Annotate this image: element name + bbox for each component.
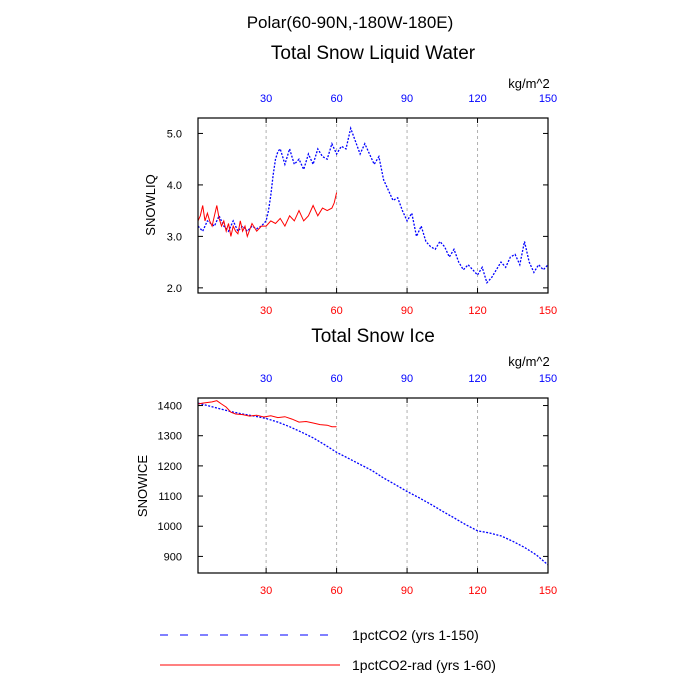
snowice-axes: 30 30 60 60 90 90 120 120 150 150 900 1000 1100 1200 1…: [158, 373, 558, 597]
legend: 1pctCO2 (yrs 1-150) 1pctCO2-rad (yrs 1-6…: [160, 627, 496, 673]
snowice-xtick-label-bottom: 150: [539, 585, 557, 597]
figure-suptitle: Polar(60-90N,-180W-180E): [247, 13, 454, 32]
snowice-ytick-label: 1100: [158, 491, 182, 503]
snowice-series: [197, 400, 549, 566]
legend-label-1pctco2-rad: 1pctCO2-rad (yrs 1-60): [352, 657, 496, 673]
snowice-plot-frame: [197, 397, 549, 574]
snowice-xtick-label-bottom: 60: [330, 585, 342, 597]
snowliq-units: kg/m^2: [508, 76, 550, 91]
snowice-series-1pctco2-rad: [197, 400, 337, 428]
snowliq-xtick-label-bottom: 150: [539, 305, 557, 317]
snowice-units: kg/m^2: [508, 354, 550, 369]
snowliq-ytick-label: 4.0: [167, 180, 182, 192]
snowice-ytick-label: 1200: [158, 461, 182, 473]
snowice-xtick-label-top: 30: [260, 373, 272, 385]
snowice-title: Total Snow Ice: [311, 326, 435, 347]
snowliq-xtick-label-bottom: 60: [330, 305, 342, 317]
snowliq-xtick-label-top: 30: [260, 93, 272, 105]
snowice-ytick-label: 900: [164, 551, 182, 563]
snowliq-xtick-label-bottom: 30: [260, 305, 272, 317]
snowliq-ylabel: SNOWLIQ: [143, 174, 158, 235]
snowliq-plot-frame: [197, 117, 549, 294]
snowliq-xtick-label-bottom: 120: [468, 305, 486, 317]
snowliq-xtick-label-top: 120: [468, 93, 486, 105]
snowice-xtick-label-top: 150: [539, 373, 557, 385]
snowliq-ytick-label: 5.0: [167, 128, 182, 140]
snowice-grid: [265, 398, 479, 573]
snowliq-ytick-label: 2.0: [167, 283, 182, 295]
snowice-panel: Total Snow Ice kg/m^2 SNOWICE 30 30 60 60 90…: [135, 326, 557, 597]
snowice-ytick-label: 1300: [158, 431, 182, 443]
snowice-ytick-label: 1000: [158, 521, 182, 533]
snowice-ylabel: SNOWICE: [135, 455, 150, 517]
snowliq-axes: 30 30 60 60 90 90 120 120 150 150 2.0 3.0 4.0 5.0: [167, 93, 557, 317]
snowice-xtick-label-top: 90: [401, 373, 413, 385]
snowice-xtick-label-bottom: 90: [401, 585, 413, 597]
snowliq-grid: [265, 118, 479, 293]
snowliq-panel: Total Snow Liquid Water kg/m^2 SNOWLIQ 3…: [143, 43, 557, 317]
snowice-series-1pctco2: [197, 402, 549, 566]
snowliq-xtick-label-bottom: 90: [401, 305, 413, 317]
snowliq-title: Total Snow Liquid Water: [271, 43, 476, 64]
snowice-xtick-label-bottom: 30: [260, 585, 272, 597]
snowliq-series-1pctco2-rad: [197, 192, 338, 239]
snowliq-series: [197, 126, 549, 284]
snowliq-xtick-label-top: 90: [401, 93, 413, 105]
legend-label-1pctco2: 1pctCO2 (yrs 1-150): [352, 627, 479, 643]
snowice-xtick-label-top: 120: [468, 373, 486, 385]
snowice-ytick-label: 1400: [158, 401, 182, 413]
snowliq-xtick-label-top: 150: [539, 93, 557, 105]
snowliq-xtick-label-top: 60: [330, 93, 342, 105]
snowice-xtick-label-bottom: 120: [468, 585, 486, 597]
snowliq-series-1pctco2: [197, 126, 549, 284]
snowice-xtick-label-top: 60: [330, 373, 342, 385]
snowliq-ytick-label: 3.0: [167, 231, 182, 243]
